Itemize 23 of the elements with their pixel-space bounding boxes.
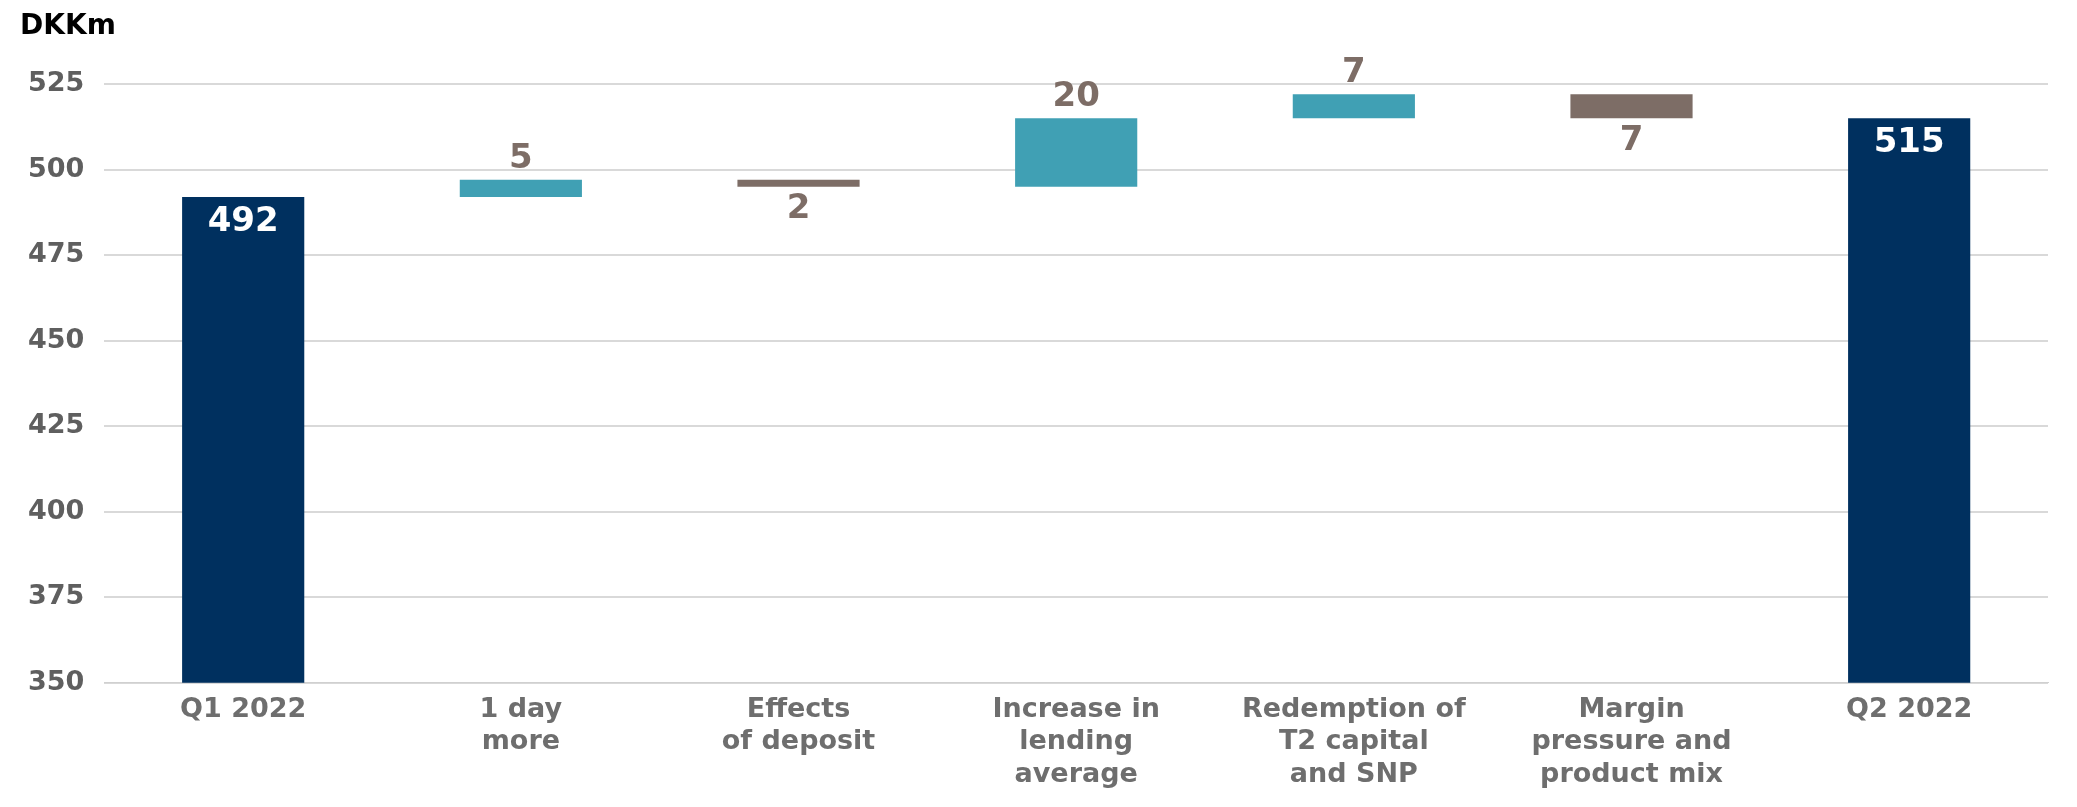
y-tick-label: 400 bbox=[27, 493, 85, 525]
data-label: 492 bbox=[207, 198, 279, 239]
y-tick-label: 500 bbox=[27, 151, 85, 183]
data-label: 7 bbox=[1342, 50, 1366, 91]
y-tick-label: 475 bbox=[27, 237, 85, 269]
y-tick-label: 450 bbox=[27, 322, 85, 354]
data-label: 5 bbox=[509, 135, 533, 176]
x-tick-label: Increase in lending average bbox=[992, 692, 1160, 788]
x-tick-label: Q1 2022 bbox=[180, 692, 307, 724]
data-label: 20 bbox=[1052, 74, 1100, 115]
y-axis-title: DKKm bbox=[20, 8, 117, 43]
y-tick-label: 350 bbox=[27, 664, 85, 696]
y-tick-label: 425 bbox=[27, 408, 85, 440]
x-tick-label: Margin pressure and product mix bbox=[1531, 692, 1732, 788]
y-tick-label: 525 bbox=[27, 66, 85, 98]
data-label: 7 bbox=[1619, 118, 1644, 159]
x-tick-label: Effects of deposit bbox=[721, 692, 876, 756]
x-tick-label: Redemption of T2 capital and SNP bbox=[1241, 692, 1467, 788]
data-label: 515 bbox=[1873, 120, 1945, 161]
x-tick-label: Q2 2022 bbox=[1846, 692, 1973, 724]
data-label: 2 bbox=[786, 186, 811, 227]
y-tick-label: 375 bbox=[27, 579, 85, 611]
x-tick-label: 1 day more bbox=[479, 692, 563, 756]
